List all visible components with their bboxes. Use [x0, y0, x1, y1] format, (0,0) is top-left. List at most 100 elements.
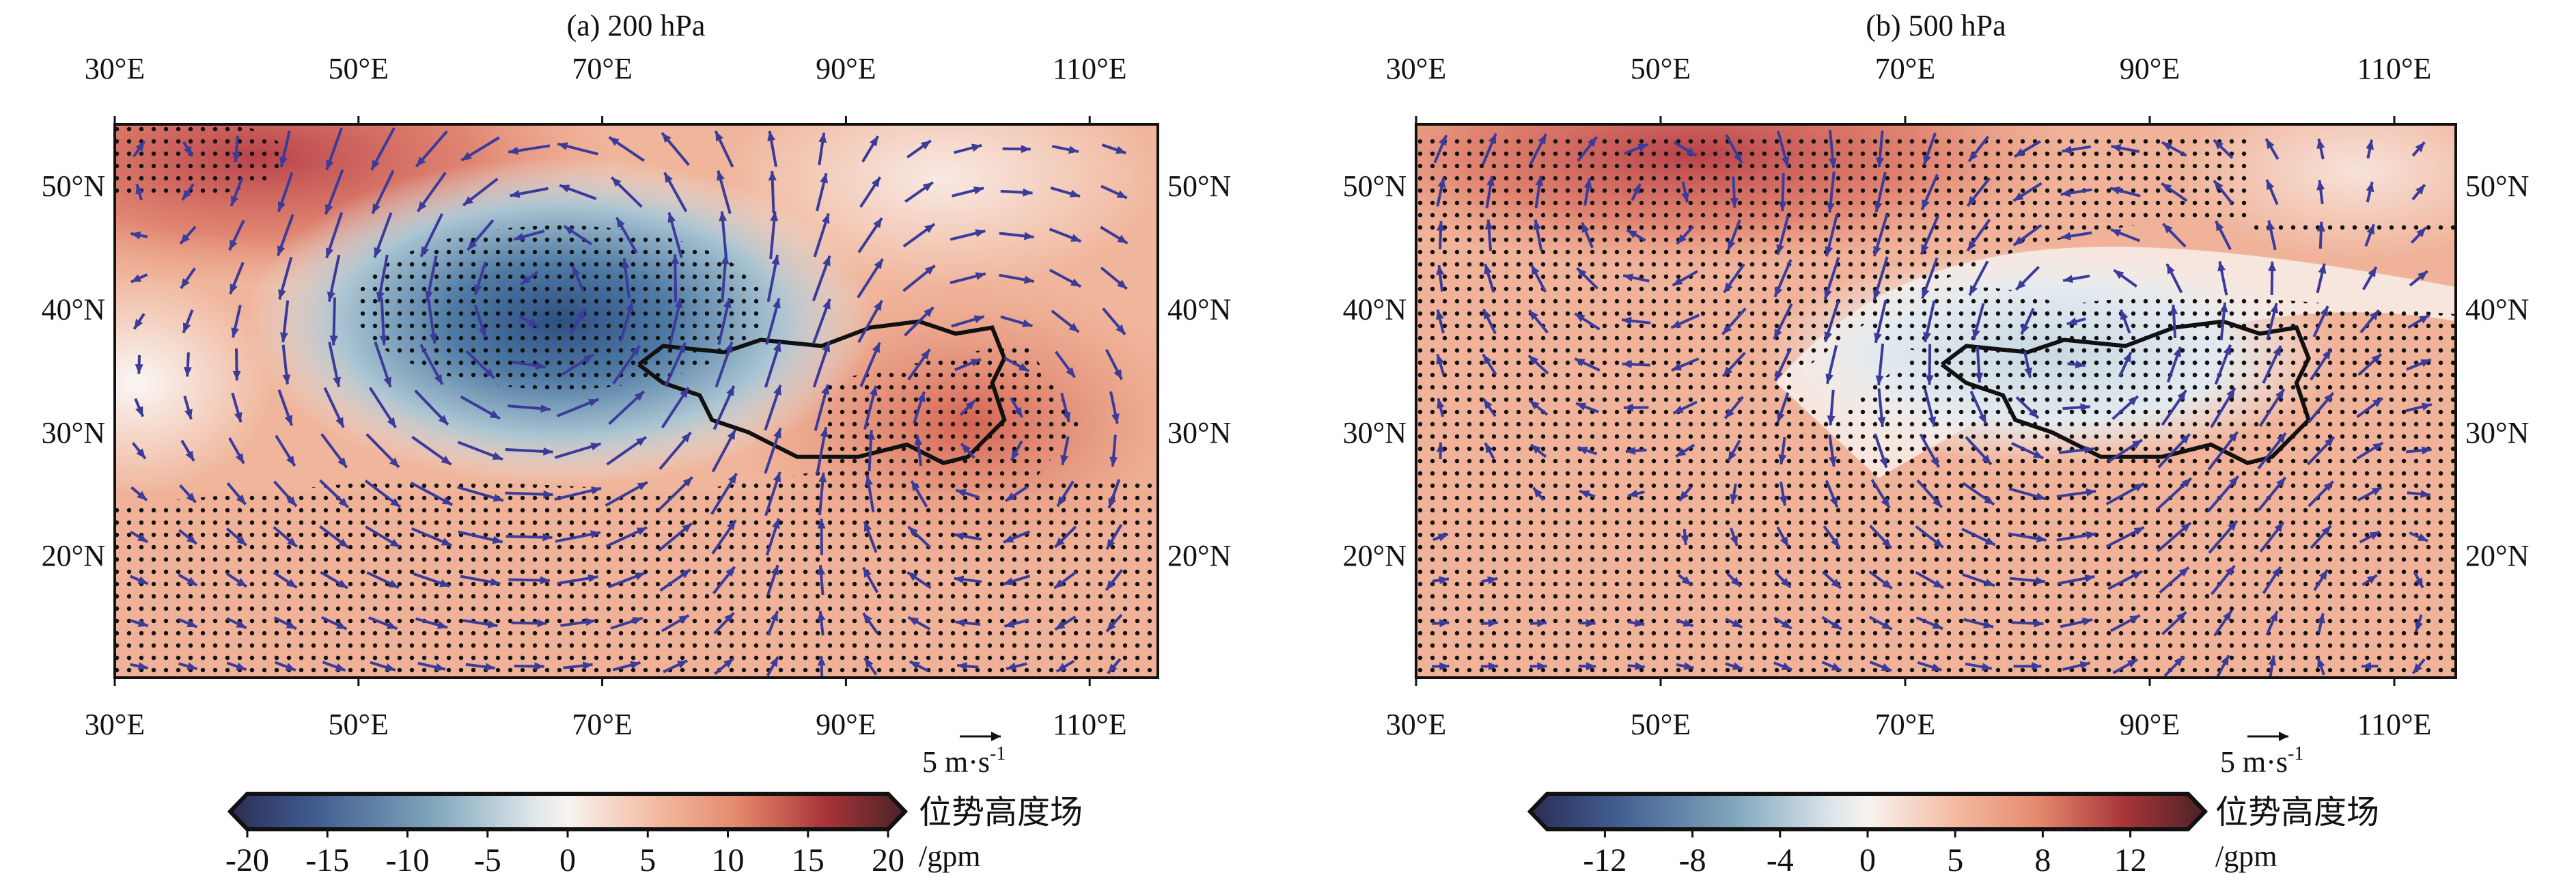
wind-vector-arrow: [2265, 138, 2280, 161]
wind-vector-arrow: [711, 429, 737, 473]
wind-vector-arrow: [1779, 482, 1788, 506]
wind-vector-arrow: [508, 144, 551, 155]
wind-vector-arrow: [1484, 219, 1493, 251]
wind-vector-arrow: [815, 173, 829, 212]
wind-vector-arrow: [1725, 134, 1743, 164]
wind-vector-arrow: [2166, 346, 2182, 383]
wind-vector-arrow: [1436, 442, 1445, 460]
wind-vector-arrow: [1824, 301, 1840, 342]
wind-vector-arrow: [1003, 357, 1030, 372]
wind-vector-arrow: [2415, 614, 2423, 633]
wind-vector-arrow: [1625, 446, 1647, 455]
wind-vector-arrow: [1579, 662, 1596, 671]
wind-vector-arrow: [2405, 446, 2432, 455]
wind-vector-arrow: [714, 657, 734, 676]
wind-vector-arrow: [1723, 263, 1745, 294]
wind-vector-arrow: [1631, 183, 1642, 202]
wind-vector-arrow: [766, 656, 779, 677]
wind-vector-arrow: [322, 661, 346, 672]
lat-label-left: 30°N: [42, 416, 105, 449]
wind-vector-arrow: [910, 480, 928, 508]
wind-vector-arrow: [1003, 618, 1029, 628]
wind-vector-arrow: [857, 258, 884, 299]
lon-label-bottom: 30°E: [1386, 708, 1446, 741]
lat-label-right: 20°N: [2465, 539, 2529, 572]
wind-vector-arrow: [467, 219, 495, 251]
wind-vector-arrow: [1529, 133, 1548, 165]
wind-vector-arrow: [2109, 614, 2141, 633]
wind-vector-arrow: [1676, 662, 1694, 670]
wind-vector-arrow: [816, 427, 829, 475]
wind-vector-arrow: [2015, 266, 2040, 291]
ref-vector-label: 5 m·s: [2220, 745, 2288, 779]
wind-vector-arrow: [228, 437, 245, 465]
wind-vector-arrow: [659, 431, 692, 470]
wind-vector-arrow: [1484, 442, 1495, 460]
wind-vector-arrow: [1627, 662, 1645, 671]
wind-vector-arrow: [273, 480, 298, 508]
lat-label-right: 50°N: [2465, 169, 2529, 203]
wind-vector-arrow: [2407, 490, 2430, 499]
wind-vector-arrow: [370, 127, 396, 171]
wind-vector-arrow: [1579, 619, 1596, 628]
wind-vector-arrow: [1873, 433, 1888, 469]
wind-vector-arrow: [863, 385, 878, 430]
wind-vector-arrow: [1872, 213, 1889, 257]
wind-vector-arrow: [904, 181, 934, 203]
ref-vector-exp: -1: [2288, 743, 2303, 764]
wind-vector-arrow: [1773, 661, 1792, 672]
wind-vector-arrow: [1961, 527, 1996, 546]
wind-vector-arrow: [1773, 616, 1792, 630]
wind-vector-arrow: [1574, 312, 1601, 331]
wind-vector-arrow: [458, 530, 503, 544]
wind-vector-arrow: [417, 661, 446, 672]
wind-vector-arrow: [518, 315, 540, 328]
wind-vector-arrow: [663, 659, 688, 674]
wind-vector-arrow: [954, 357, 982, 372]
wind-vector-arrow: [764, 341, 781, 388]
wind-vector-arrow: [1967, 135, 1990, 163]
wind-vector-arrow: [950, 272, 986, 284]
wind-vectors: [129, 127, 1128, 677]
wind-vector-arrow: [2118, 351, 2133, 378]
wind-vector-arrow: [1962, 482, 1995, 506]
wind-vector-arrow: [906, 571, 932, 590]
wind-vector-arrow: [2067, 360, 2086, 369]
wind-vector-arrow: [520, 271, 539, 286]
colorbar-tick-label: -4: [1767, 842, 1794, 878]
wind-vector-arrow: [663, 171, 688, 212]
panel-b-axes: 30°E 30°E 50°E 50°E 70°E 70°E 90°E 90°E 110°E 110…: [1343, 52, 2530, 741]
wind-vector-arrow: [323, 387, 345, 428]
wind-vector-arrow: [1778, 437, 1787, 465]
wind-vector-arrow: [562, 353, 594, 376]
wind-vector-arrow: [135, 355, 143, 374]
wind-vector-arrow: [2356, 441, 2384, 460]
wind-vector-arrow: [1529, 662, 1547, 671]
wind-vector-arrow: [2157, 521, 2192, 553]
wind-vector-arrow: [556, 398, 599, 417]
wind-vector-arrow: [277, 389, 293, 426]
lon-label-bottom: 110°E: [1053, 708, 1127, 741]
wind-vector-arrow: [2316, 221, 2325, 249]
wind-vector-arrow: [1826, 171, 1836, 213]
wind-vector-arrow: [769, 211, 779, 260]
wind-vector-arrow: [2262, 566, 2282, 594]
wind-vector-arrow: [658, 522, 693, 552]
wind-vector-arrow: [325, 127, 343, 171]
wind-vector-arrow: [373, 212, 393, 258]
wind-vector-arrow: [2409, 531, 2428, 542]
wind-vector-arrow: [416, 171, 447, 212]
wind-vector-arrow: [1109, 434, 1118, 467]
wind-vector-arrow: [859, 342, 881, 387]
wind-vector-arrow: [2058, 445, 2094, 454]
wind-vector-arrow: [1823, 256, 1840, 300]
lon-label-top: 50°E: [329, 52, 389, 85]
wind-vector-arrow: [366, 571, 400, 590]
wind-vector-arrow: [419, 344, 444, 385]
colorbar-label: 位势高度场: [919, 794, 1083, 831]
wind-vector-arrow: [2213, 139, 2234, 159]
wind-vector-arrow: [1776, 526, 1790, 548]
wind-vector-arrow: [1437, 221, 1445, 250]
wind-vector-arrow: [610, 176, 643, 208]
wind-vector-arrow: [1821, 615, 1842, 631]
